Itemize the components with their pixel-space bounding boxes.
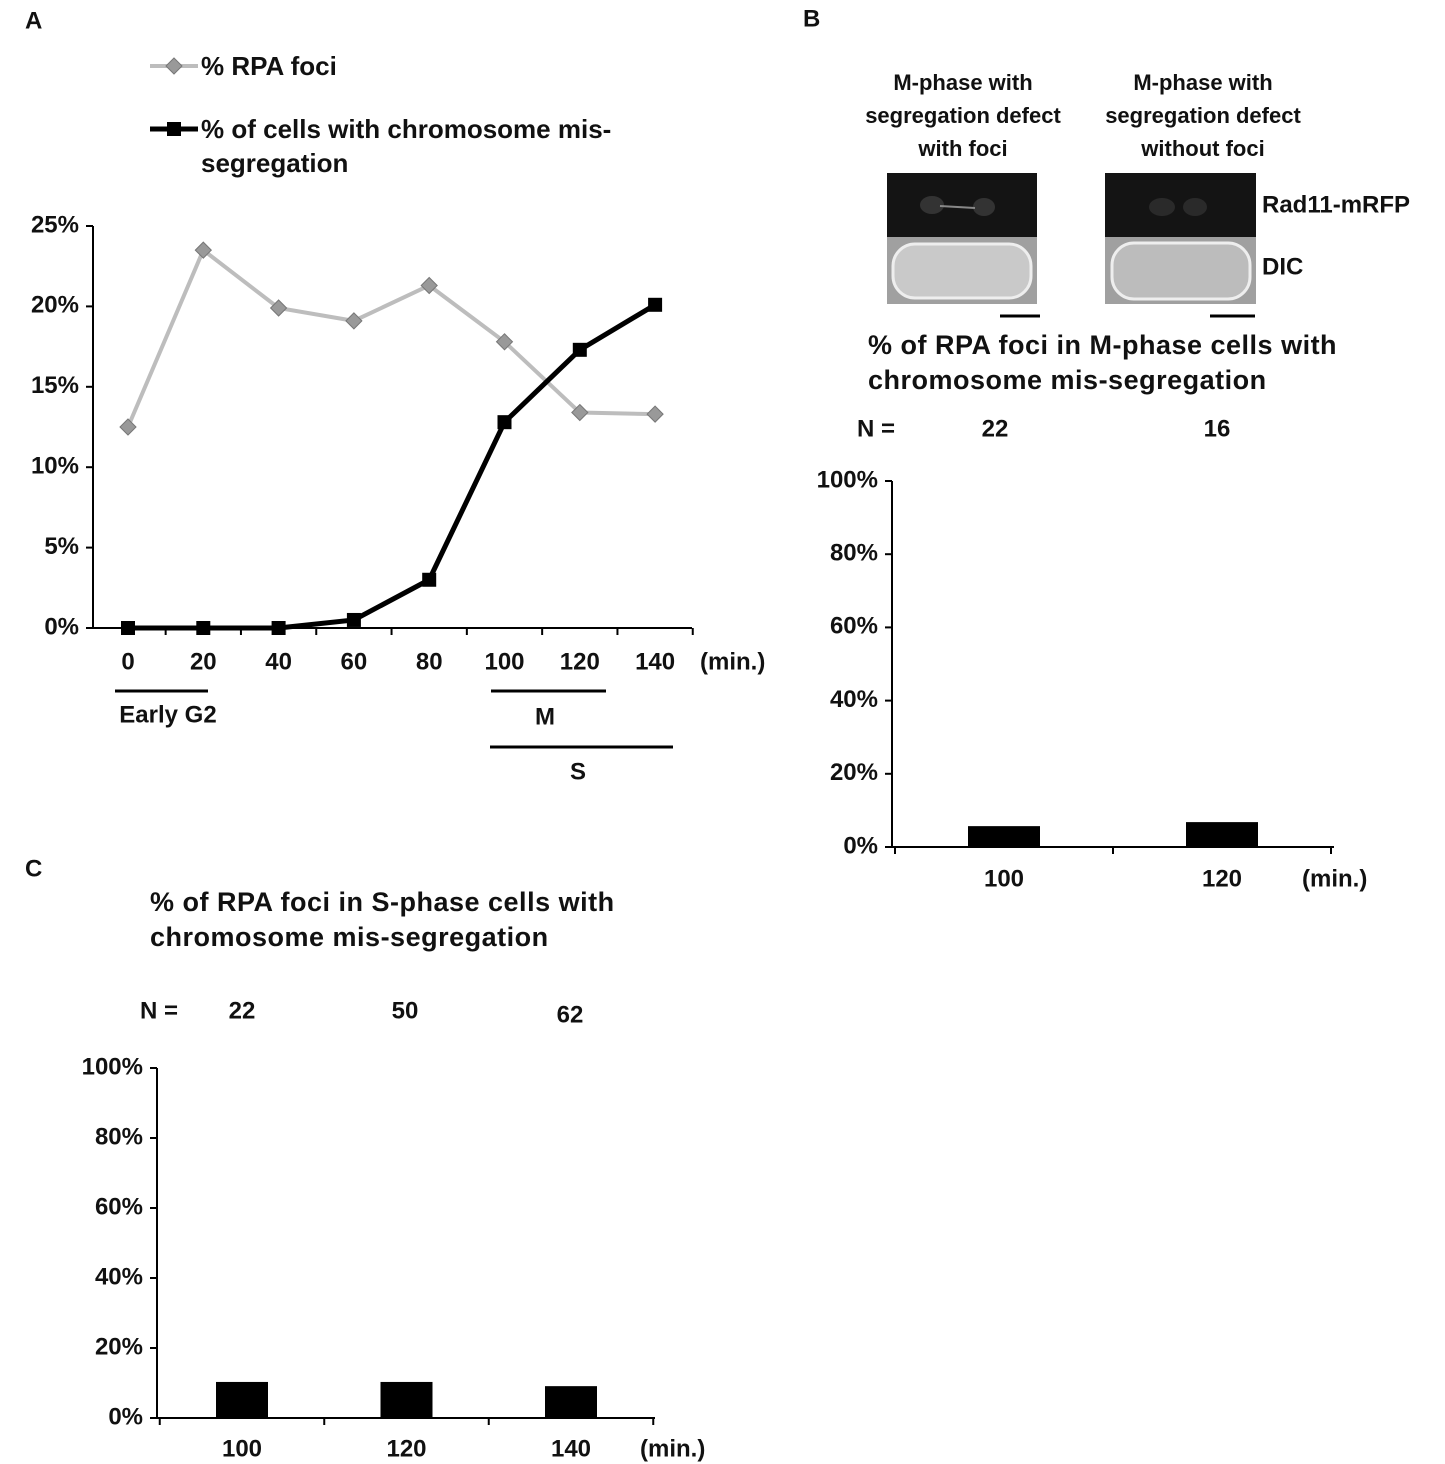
- rfp-image: [1105, 173, 1256, 237]
- x-axis-label: (min.): [1302, 865, 1367, 892]
- y-tick-label: 40%: [830, 686, 878, 713]
- x-tick-label: 140: [635, 648, 675, 675]
- line: [128, 250, 655, 427]
- cell: [1112, 243, 1250, 299]
- image-caption: M-phase with segregation defect with foc…: [858, 66, 1068, 165]
- y-tick-label: 5%: [44, 533, 79, 560]
- y-tick-label: 20%: [95, 1333, 143, 1360]
- channel-label: DIC: [1262, 253, 1303, 280]
- rfp-image: [887, 173, 1037, 237]
- channel-label: Rad11-mRFP: [1262, 191, 1410, 218]
- y-tick-label: 100%: [82, 1053, 143, 1080]
- chart: A 0% 5% 10% 15% 20% 25% 0 20 40 60 80 100 120 140 (min.…: [0, 0, 1445, 1464]
- marker: [647, 406, 663, 422]
- n-value: 22: [229, 997, 256, 1024]
- cell: [893, 244, 1031, 298]
- cell-signal: [1183, 198, 1207, 216]
- legend-label: % RPA foci: [201, 49, 681, 83]
- marker: [346, 313, 362, 329]
- x-tick-label: 20: [190, 648, 217, 675]
- x-tick-label: 140: [551, 1435, 591, 1462]
- y-tick-label: 10%: [31, 453, 79, 480]
- x-tick-label: 40: [265, 648, 292, 675]
- bar: [968, 826, 1040, 847]
- x-tick-label: 60: [341, 648, 368, 675]
- y-tick-label: 100%: [817, 466, 878, 493]
- chart-title: % of RPA foci in M-phase cells with chro…: [868, 328, 1408, 398]
- marker: [272, 621, 286, 635]
- phase-label: S: [570, 758, 586, 785]
- n-value: 50: [392, 997, 419, 1024]
- n-label: N =: [140, 997, 178, 1024]
- chart-title: % of RPA foci in S-phase cells with chro…: [150, 885, 690, 955]
- marker: [120, 419, 136, 435]
- n-value: 16: [1204, 415, 1231, 442]
- y-tick-label: 20%: [31, 292, 79, 319]
- phase-label: M: [535, 703, 555, 730]
- x-tick-label: 120: [1202, 865, 1242, 892]
- bar: [216, 1382, 268, 1418]
- x-tick-label: 120: [560, 648, 600, 675]
- panel-label: C: [25, 855, 42, 882]
- image-caption: M-phase with segregation defect without …: [1098, 66, 1308, 165]
- marker: [347, 613, 361, 627]
- marker: [121, 621, 135, 635]
- marker: [573, 343, 587, 357]
- marker: [648, 298, 662, 312]
- x-tick-label: 0: [121, 648, 134, 675]
- figure: A 0% 5% 10% 15% 20% 25% 0 20 40 60 80 100 120 140 (min.…: [0, 0, 1445, 1464]
- y-tick-label: 80%: [95, 1123, 143, 1150]
- phase-label: Early G2: [119, 701, 216, 728]
- cell-signal: [920, 196, 944, 214]
- x-tick-label: 80: [416, 648, 443, 675]
- y-tick-label: 60%: [830, 613, 878, 640]
- y-tick-label: 0%: [843, 832, 878, 859]
- x-tick-label: 100: [222, 1435, 262, 1462]
- y-tick-label: 25%: [31, 211, 79, 238]
- panel-label: B: [803, 5, 820, 32]
- n-label: N =: [857, 415, 895, 442]
- panel-label: A: [25, 7, 42, 34]
- legend-marker: [167, 122, 181, 136]
- y-tick-label: 80%: [830, 540, 878, 567]
- bar: [545, 1386, 597, 1418]
- cell-signal: [1149, 198, 1175, 216]
- y-tick-label: 0%: [108, 1403, 143, 1430]
- bar: [381, 1382, 433, 1418]
- y-tick-label: 40%: [95, 1263, 143, 1290]
- marker: [498, 415, 512, 429]
- marker: [422, 573, 436, 587]
- x-tick-label: 100: [984, 865, 1024, 892]
- n-value: 62: [557, 1001, 584, 1028]
- bar: [1186, 822, 1258, 847]
- x-axis-label: (min.): [640, 1435, 705, 1462]
- marker: [196, 621, 210, 635]
- n-value: 22: [982, 415, 1009, 442]
- micrographs: [887, 173, 1256, 316]
- y-tick-label: 60%: [95, 1193, 143, 1220]
- x-tick-label: 100: [484, 648, 524, 675]
- legend-marker: [166, 58, 182, 74]
- x-axis-label: (min.): [700, 648, 765, 675]
- y-tick-label: 0%: [44, 613, 79, 640]
- y-tick-label: 20%: [830, 759, 878, 786]
- y-tick-label: 15%: [31, 372, 79, 399]
- x-tick-label: 120: [386, 1435, 426, 1462]
- cell-signal: [973, 198, 995, 216]
- legend-label: % of cells with chromosome mis-segregati…: [201, 112, 681, 180]
